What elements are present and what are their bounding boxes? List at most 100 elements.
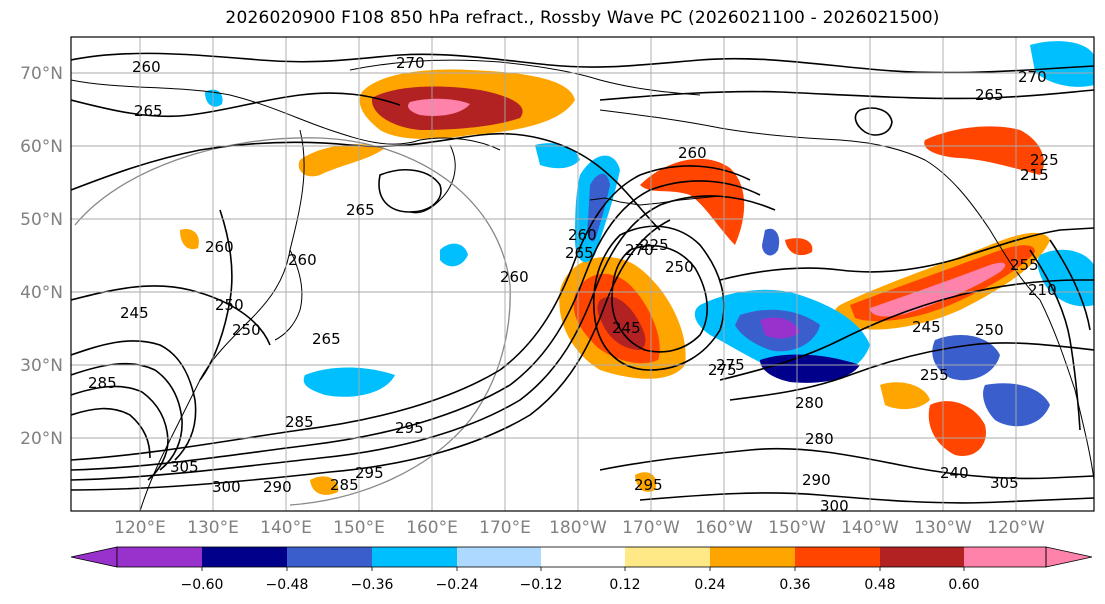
contour-labels: 260 265 270 265 270 265 260 260 250 245 …: [88, 54, 1059, 511]
colorbar-extend-low: [70, 546, 118, 568]
contour-line-jet-4: [71, 219, 671, 491]
contour-line-jet-2: [71, 180, 761, 471]
negative-anomaly-north-central: [535, 143, 580, 169]
colorbar-tick-label: 0.36: [779, 577, 810, 593]
positive-anomaly-central-pacific-peak: [597, 296, 646, 350]
contour-label: 225: [640, 236, 669, 254]
lat-label: 20°N: [20, 429, 63, 449]
latitude-labels: 70°N 60°N 50°N 40°N 30°N 20°N: [20, 64, 63, 449]
contour-label: 250: [975, 321, 1004, 339]
lat-label: 60°N: [20, 137, 63, 157]
contour-label: 285: [330, 476, 359, 494]
contour-label: 270: [1018, 68, 1047, 86]
colorbar-tick-label: −0.48: [266, 577, 309, 593]
contour-line-ne-3: [729, 342, 1094, 401]
contour-label: 245: [120, 304, 149, 322]
map-title: 2026020900 F108 850 hPa refract., Rossby…: [225, 8, 940, 28]
contour-label: 290: [802, 471, 831, 489]
negative-anomaly-central-pacific-peak: [760, 317, 800, 339]
contour-line-jet-1: [71, 165, 751, 461]
lon-label: 130°E: [187, 518, 239, 538]
contour-line-loop-2: [854, 107, 893, 136]
coastline-japan: [274, 249, 303, 341]
lon-label: 170°E: [479, 518, 531, 538]
contour-label: 265: [975, 86, 1004, 104]
contour-label: 225: [1030, 151, 1059, 169]
contour-label: 265: [312, 330, 341, 348]
contour-line-mid-1: [71, 132, 661, 231]
contour-label: 260: [288, 251, 317, 269]
colorbar-tick-label: 0.60: [948, 577, 979, 593]
negative-anomaly-subtropical: [932, 335, 1000, 381]
contour-label: 240: [940, 464, 969, 482]
positive-anomaly-north-siberia-peak: [408, 98, 470, 116]
lon-label: 150°W: [768, 518, 826, 538]
contour-label: 280: [795, 394, 824, 412]
positive-anomaly-bering: [640, 158, 745, 245]
contour-line-north-2: [71, 89, 1094, 118]
positive-anomaly-subtropical-central: [880, 382, 930, 410]
colorbar-cell: [457, 547, 541, 567]
coastline-north-siberia: [349, 59, 701, 96]
colorbar-tick-label: 0.48: [864, 577, 895, 593]
lat-label: 50°N: [20, 210, 63, 230]
colorbar-tick-label: −0.36: [351, 577, 394, 593]
contour-line-south-2: [639, 492, 1094, 504]
negative-anomaly-small-2: [762, 228, 780, 256]
contour-label: 250: [232, 321, 261, 339]
positive-anomaly-kamchatka: [298, 144, 385, 177]
contour-label: 260: [500, 268, 529, 286]
great-circle-arc: [74, 137, 511, 506]
contour-lines: [71, 52, 1094, 504]
negative-anomaly-northeast: [1030, 41, 1094, 87]
colorbar-tick-label: −0.24: [436, 577, 479, 593]
contour-line-north-1: [71, 52, 1094, 74]
colorbar-cell: [372, 547, 457, 567]
colorbar-tick-label: 0.24: [694, 577, 725, 593]
contour-line-central-1: [592, 225, 725, 371]
negative-anomaly-small-3: [205, 89, 223, 107]
contour-label: 305: [170, 458, 199, 476]
coastlines: [71, 59, 1094, 511]
colorbar: −0.60 −0.48 −0.36 −0.24 −0.12 0.12 0.24 …: [70, 546, 1093, 593]
map-frame: [70, 36, 1095, 512]
contour-label: 255: [1010, 256, 1039, 274]
lon-label: 140°E: [260, 518, 312, 538]
contour-line-west-2: [199, 209, 233, 381]
contour-label: 210: [1028, 281, 1057, 299]
colorbar-cell: [710, 547, 795, 567]
graticule: [71, 37, 1094, 511]
contour-line-sw-1: [71, 340, 197, 461]
colorbar-cell: [964, 547, 1046, 567]
contour-line-sw-3: [71, 385, 169, 481]
negative-anomaly-southeast: [983, 383, 1050, 427]
contour-label: 285: [285, 413, 314, 431]
colorbar-cell: [625, 547, 710, 567]
lat-label: 30°N: [20, 356, 63, 376]
contour-line-east-2: [1049, 239, 1091, 331]
colorbar-tick-label: 0.12: [609, 577, 640, 593]
lon-label: 130°W: [914, 518, 972, 538]
contour-label: 250: [665, 258, 694, 276]
coastline-asia: [71, 79, 501, 511]
contour-line-south-1: [599, 447, 1094, 480]
lat-label: 70°N: [20, 64, 63, 84]
contour-line-east-1: [1029, 249, 1081, 431]
lon-label: 140°W: [841, 518, 899, 538]
contour-label: 295: [395, 419, 424, 437]
contour-label: 215: [1020, 166, 1049, 184]
negative-anomaly-west: [303, 367, 395, 397]
contour-label: 265: [565, 244, 594, 262]
colorbar-outline: [116, 546, 1047, 568]
lon-label: 120°E: [114, 518, 166, 538]
colorbar-ticks: [201, 567, 965, 571]
colorbar-extend-high: [1045, 546, 1093, 568]
lat-label: 40°N: [20, 283, 63, 303]
negative-anomaly-small-1: [440, 243, 468, 267]
contour-label: 270: [396, 54, 425, 72]
contour-label: 280: [805, 430, 834, 448]
lon-label: 170°W: [622, 518, 680, 538]
lon-label: 160°W: [695, 518, 753, 538]
anomaly-shading: [180, 41, 1094, 495]
